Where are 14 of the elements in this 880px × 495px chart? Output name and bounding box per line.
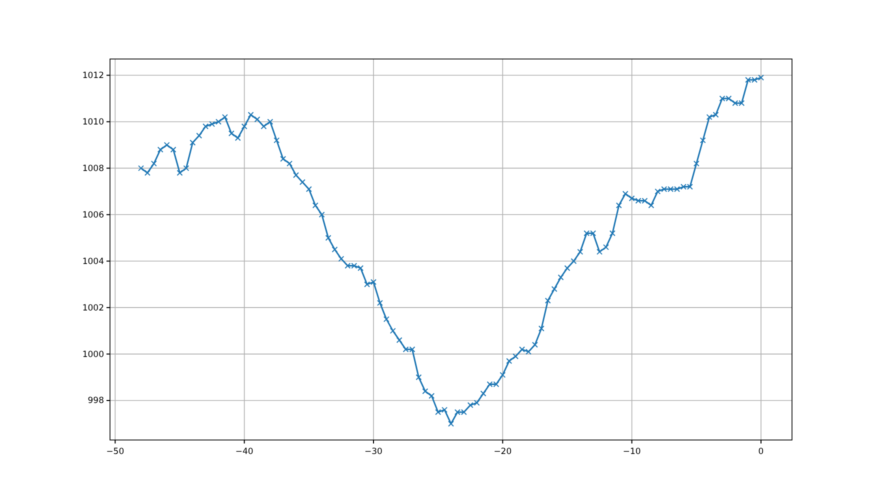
y-tick-label: 1004 — [82, 256, 104, 267]
y-tick-label: 1010 — [82, 117, 104, 128]
x-tick-label: −20 — [494, 447, 512, 457]
x-tick-label: 0 — [758, 447, 764, 457]
x-tick-label: −40 — [235, 447, 254, 457]
y-tick-label: 1008 — [82, 164, 104, 174]
y-tick-label: 1006 — [82, 210, 104, 220]
x-tick-label: −10 — [622, 447, 641, 457]
x-tick-label: −50 — [106, 447, 124, 457]
y-tick-label: 1012 — [82, 70, 104, 81]
x-tick-label: −30 — [364, 447, 382, 457]
y-tick-label: 1000 — [82, 350, 104, 360]
y-tick-label: 1002 — [82, 303, 104, 314]
y-tick-label: 998 — [88, 396, 104, 406]
